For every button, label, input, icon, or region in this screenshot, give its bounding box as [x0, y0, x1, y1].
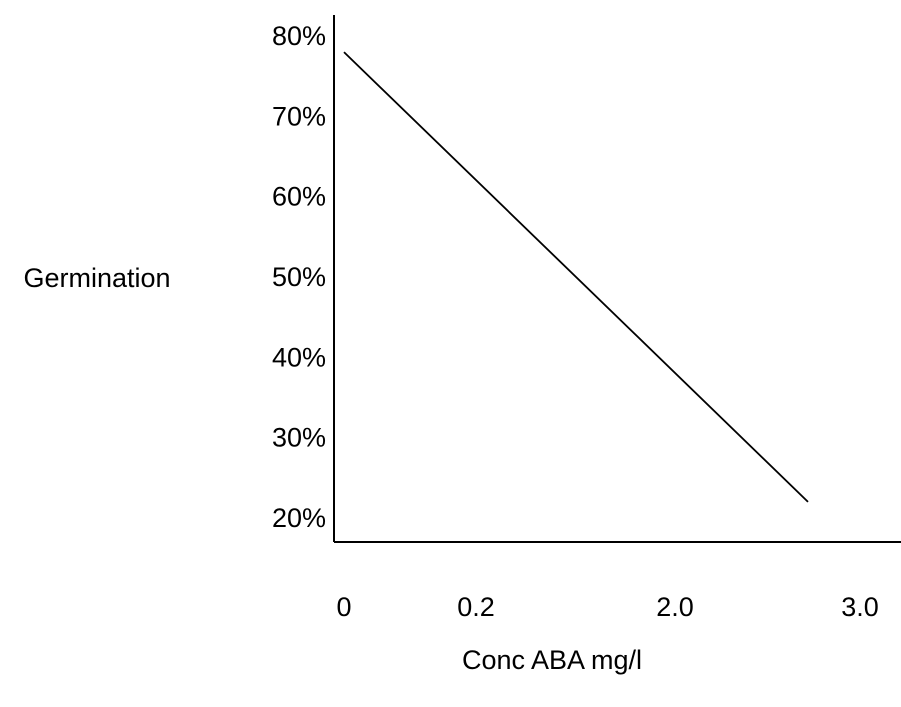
x-tick-label: 2.0: [656, 592, 694, 622]
x-tick-label: 3.0: [841, 592, 879, 622]
y-axis-label: Germination: [23, 263, 170, 293]
y-tick-label: 20%: [272, 503, 326, 533]
x-axis-label: Conc ABA mg/l: [462, 645, 642, 675]
y-tick-label: 80%: [272, 21, 326, 51]
y-tick-label: 60%: [272, 182, 326, 212]
x-tick-label: 0.2: [457, 592, 495, 622]
x-tick-labels: 0 0.2 2.0 3.0: [336, 592, 878, 622]
y-tick-label: 30%: [272, 423, 326, 453]
series-layer: [343, 51, 809, 503]
series-line: [343, 51, 809, 503]
y-tick-labels: 20% 30% 40% 50% 60% 70% 80%: [272, 21, 326, 533]
y-tick-label: 50%: [272, 262, 326, 292]
y-tick-label: 40%: [272, 342, 326, 372]
x-tick-label: 0: [336, 592, 351, 622]
y-tick-label: 70%: [272, 101, 326, 131]
